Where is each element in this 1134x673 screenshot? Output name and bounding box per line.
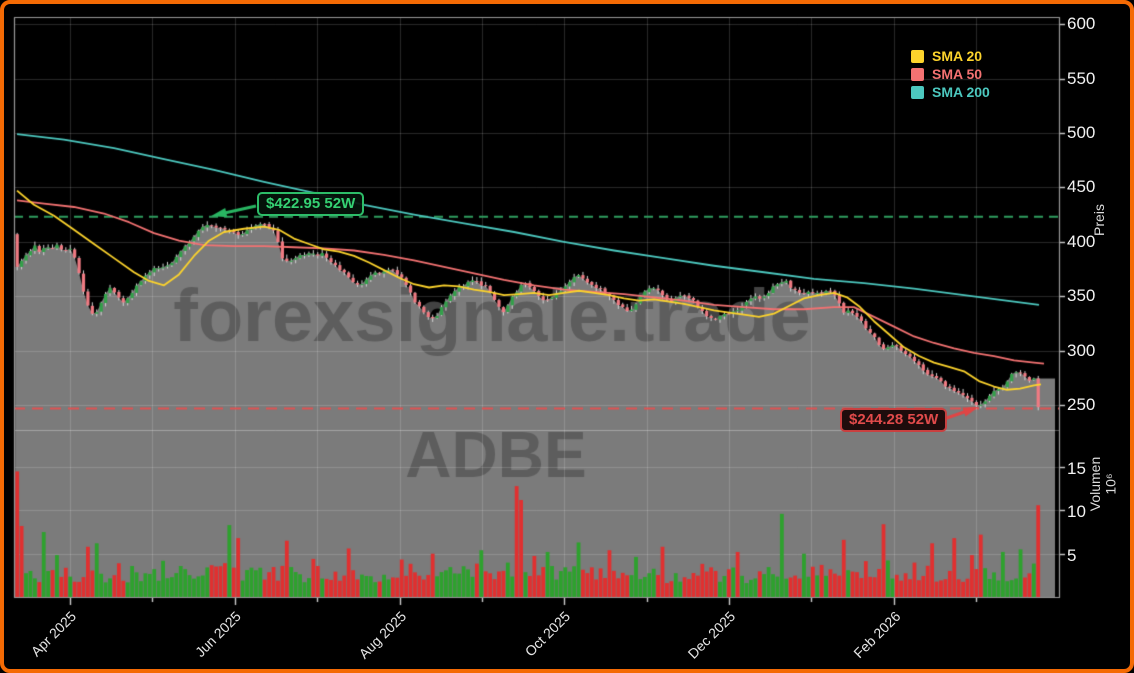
- chart-canvas: [4, 4, 1130, 669]
